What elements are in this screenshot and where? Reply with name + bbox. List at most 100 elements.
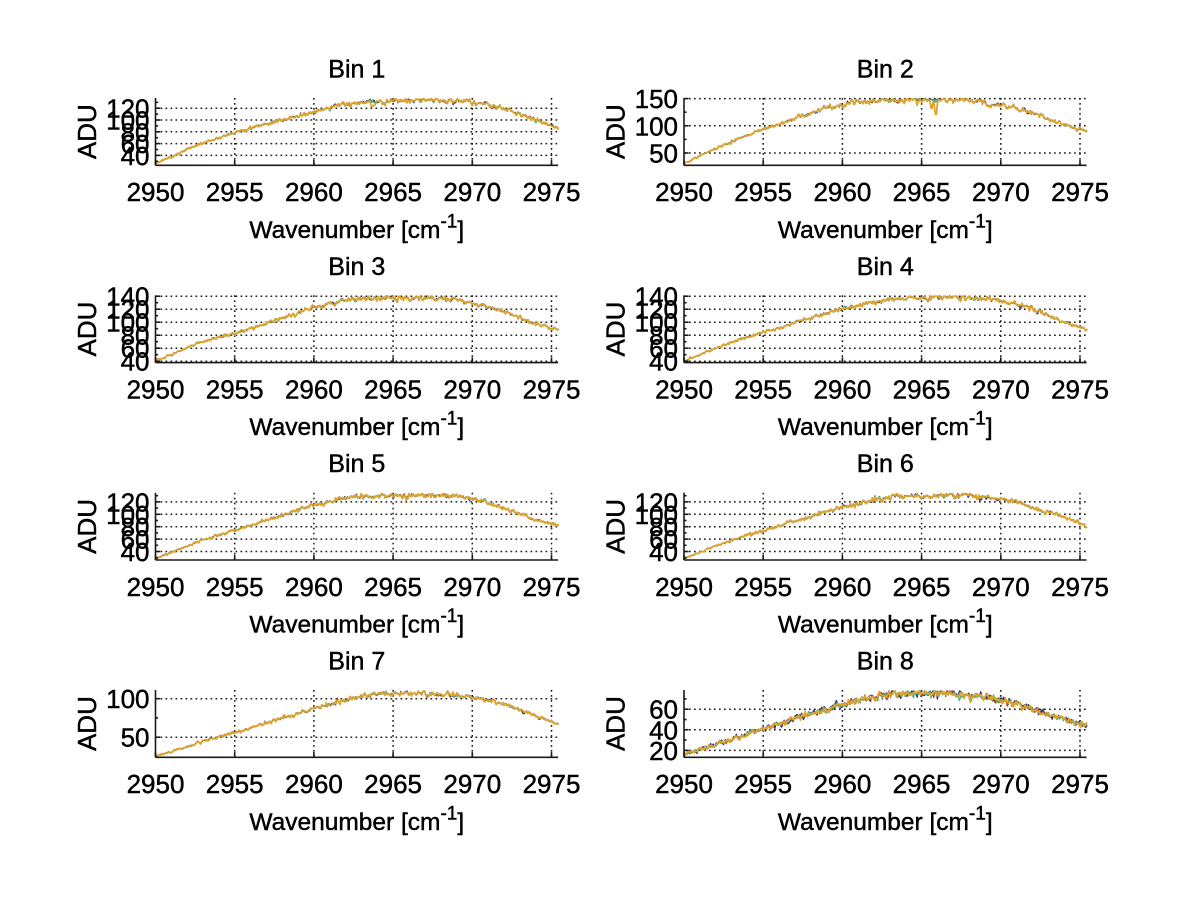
- svg-text:100: 100: [106, 308, 149, 338]
- svg-text:2970: 2970: [972, 374, 1030, 404]
- svg-text:2965: 2965: [364, 572, 422, 602]
- svg-text:2955: 2955: [734, 769, 792, 799]
- svg-text:2950: 2950: [655, 177, 713, 207]
- svg-text:20: 20: [649, 736, 678, 766]
- svg-text:2970: 2970: [443, 769, 501, 799]
- svg-text:50: 50: [649, 139, 678, 169]
- svg-text:150: 150: [635, 84, 678, 114]
- svg-text:2970: 2970: [972, 177, 1030, 207]
- svg-text:50: 50: [121, 723, 150, 753]
- svg-text:2970: 2970: [972, 769, 1030, 799]
- svg-text:120: 120: [635, 487, 678, 517]
- svg-text:Bin 1: Bin 1: [328, 56, 385, 84]
- svg-text:ADU: ADU: [72, 499, 102, 554]
- svg-text:40: 40: [121, 347, 150, 377]
- svg-text:40: 40: [121, 537, 150, 567]
- svg-text:100: 100: [635, 111, 678, 141]
- svg-text:2975: 2975: [1051, 177, 1109, 207]
- svg-text:80: 80: [121, 321, 150, 351]
- svg-text:120: 120: [106, 487, 149, 517]
- svg-text:2970: 2970: [443, 572, 501, 602]
- svg-text:2960: 2960: [813, 769, 871, 799]
- svg-text:2950: 2950: [655, 374, 713, 404]
- svg-text:Bin 7: Bin 7: [328, 648, 385, 676]
- svg-text:2955: 2955: [206, 572, 264, 602]
- svg-text:2975: 2975: [523, 374, 581, 404]
- svg-text:ADU: ADU: [72, 696, 102, 751]
- svg-text:100: 100: [106, 684, 149, 714]
- svg-text:Wavenumber [cm-1]: Wavenumber [cm-1]: [778, 211, 993, 244]
- svg-text:2960: 2960: [813, 177, 871, 207]
- svg-text:100: 100: [106, 500, 149, 530]
- svg-text:120: 120: [635, 295, 678, 325]
- svg-text:2955: 2955: [206, 374, 264, 404]
- svg-text:2950: 2950: [127, 769, 185, 799]
- svg-text:2955: 2955: [206, 177, 264, 207]
- svg-text:2965: 2965: [893, 177, 951, 207]
- svg-text:120: 120: [106, 295, 149, 325]
- svg-text:2965: 2965: [893, 572, 951, 602]
- svg-text:2955: 2955: [734, 177, 792, 207]
- svg-text:2955: 2955: [734, 374, 792, 404]
- svg-text:2950: 2950: [655, 769, 713, 799]
- svg-text:Bin 6: Bin 6: [857, 450, 914, 478]
- svg-text:80: 80: [649, 321, 678, 351]
- svg-text:40: 40: [649, 537, 678, 567]
- svg-text:ADU: ADU: [601, 104, 631, 159]
- svg-text:Wavenumber [cm-1]: Wavenumber [cm-1]: [249, 606, 464, 639]
- svg-text:2960: 2960: [813, 374, 871, 404]
- svg-text:Wavenumber [cm-1]: Wavenumber [cm-1]: [249, 211, 464, 244]
- svg-text:2965: 2965: [893, 374, 951, 404]
- svg-text:2975: 2975: [523, 572, 581, 602]
- svg-text:ADU: ADU: [72, 104, 102, 159]
- svg-text:2960: 2960: [813, 572, 871, 602]
- svg-text:Wavenumber [cm-1]: Wavenumber [cm-1]: [778, 803, 993, 836]
- svg-text:2965: 2965: [364, 177, 422, 207]
- svg-text:100: 100: [635, 500, 678, 530]
- svg-text:80: 80: [121, 512, 150, 542]
- svg-text:2975: 2975: [523, 177, 581, 207]
- svg-text:ADU: ADU: [72, 302, 102, 357]
- svg-text:ADU: ADU: [601, 499, 631, 554]
- svg-text:2950: 2950: [655, 572, 713, 602]
- svg-text:2965: 2965: [893, 769, 951, 799]
- svg-text:100: 100: [106, 106, 149, 136]
- svg-text:Bin 8: Bin 8: [857, 648, 914, 676]
- svg-text:40: 40: [649, 347, 678, 377]
- svg-text:2960: 2960: [285, 374, 343, 404]
- svg-text:2975: 2975: [1051, 769, 1109, 799]
- svg-text:Bin 2: Bin 2: [857, 56, 914, 84]
- svg-text:Wavenumber [cm-1]: Wavenumber [cm-1]: [778, 606, 993, 639]
- svg-text:60: 60: [121, 525, 150, 555]
- svg-text:2975: 2975: [1051, 572, 1109, 602]
- svg-text:2955: 2955: [206, 769, 264, 799]
- svg-text:Bin 5: Bin 5: [328, 450, 385, 478]
- svg-text:40: 40: [649, 715, 678, 745]
- svg-text:80: 80: [649, 512, 678, 542]
- svg-text:60: 60: [649, 695, 678, 725]
- svg-text:2960: 2960: [285, 177, 343, 207]
- svg-text:2950: 2950: [127, 177, 185, 207]
- svg-text:80: 80: [121, 117, 150, 147]
- svg-text:2975: 2975: [1051, 374, 1109, 404]
- svg-text:ADU: ADU: [601, 302, 631, 357]
- svg-text:2970: 2970: [972, 572, 1030, 602]
- svg-text:2955: 2955: [734, 572, 792, 602]
- svg-text:60: 60: [649, 525, 678, 555]
- svg-text:140: 140: [106, 282, 149, 312]
- svg-text:Wavenumber [cm-1]: Wavenumber [cm-1]: [778, 409, 993, 442]
- svg-text:2970: 2970: [443, 177, 501, 207]
- svg-text:Bin 3: Bin 3: [328, 253, 385, 281]
- svg-text:2950: 2950: [127, 572, 185, 602]
- svg-text:60: 60: [121, 334, 150, 364]
- svg-text:2950: 2950: [127, 374, 185, 404]
- svg-text:2965: 2965: [364, 374, 422, 404]
- svg-text:2960: 2960: [285, 769, 343, 799]
- svg-text:2960: 2960: [285, 572, 343, 602]
- svg-text:120: 120: [106, 94, 149, 124]
- svg-text:60: 60: [121, 129, 150, 159]
- svg-text:2975: 2975: [523, 769, 581, 799]
- svg-text:60: 60: [649, 334, 678, 364]
- svg-text:Bin 4: Bin 4: [857, 253, 914, 281]
- svg-text:100: 100: [635, 308, 678, 338]
